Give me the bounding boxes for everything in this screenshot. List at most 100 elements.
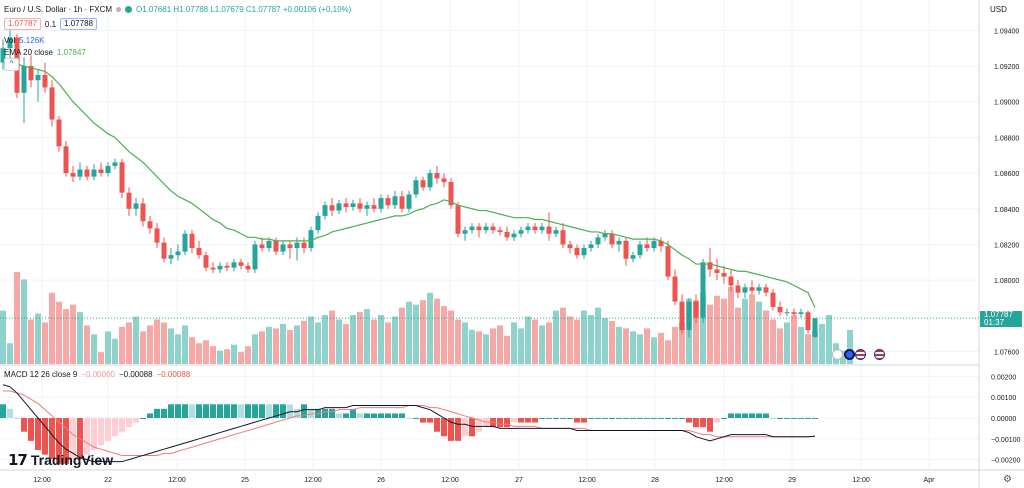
volume-bar <box>532 319 538 364</box>
macd-histogram-bar <box>112 418 118 437</box>
sell-button[interactable]: 1.07787 <box>4 18 41 30</box>
candle-body <box>42 74 48 88</box>
macd-histogram-bar <box>392 413 398 418</box>
macd-histogram-bar <box>679 418 685 419</box>
gear-icon[interactable]: ⚙ <box>1003 474 1012 485</box>
market-open-icon <box>125 6 133 13</box>
volume-bar <box>392 316 398 364</box>
macd-histogram-bar <box>707 418 713 432</box>
spread-value: 0.1 <box>44 19 57 29</box>
macd-histogram-bar <box>630 418 636 419</box>
ema-value: 1.07847 <box>56 48 86 57</box>
collapse-legend-button[interactable]: ^ <box>4 58 19 71</box>
candle-body <box>462 230 468 234</box>
macd-histogram-bar <box>784 418 790 419</box>
macd-histogram-bar <box>294 408 300 418</box>
candle-body <box>602 233 608 238</box>
volume-bar <box>329 310 335 364</box>
symbol-title[interactable]: Euro / U.S. Dollar · 1h · FXCM <box>4 5 113 14</box>
volume-bar <box>203 340 209 364</box>
time-tick-label: 25 <box>241 477 249 484</box>
macd-histogram-bar <box>728 413 734 418</box>
macd-histogram-bar <box>329 408 335 418</box>
volume-bar <box>21 279 27 364</box>
macd-histogram-bar <box>742 413 748 418</box>
macd-histogram-bar <box>357 413 363 418</box>
volume-bar <box>469 329 475 364</box>
macd-histogram-bar <box>588 418 594 419</box>
macd-tick-label: −0.00200 <box>991 458 1020 465</box>
volume-bar <box>63 309 69 364</box>
lightning-event-icon[interactable] <box>832 349 843 360</box>
volume-bar <box>777 328 783 364</box>
volume-bar <box>574 319 580 364</box>
currency-label[interactable]: USD <box>990 5 1007 14</box>
macd-histogram-bar <box>602 418 608 419</box>
macd-histogram-value: −0.00000 <box>81 370 115 379</box>
candle-body <box>728 276 734 286</box>
candle-body <box>560 230 566 245</box>
macd-histogram-bar <box>686 418 692 423</box>
volume-bar <box>301 320 307 364</box>
market-status-dot-icon <box>116 7 122 12</box>
macd-label[interactable]: MACD 12 26 close 9 <box>4 370 78 379</box>
macd-histogram-bar <box>609 418 615 419</box>
macd-histogram-bar <box>119 418 125 432</box>
volume-bar <box>84 325 90 364</box>
volume-bar <box>847 329 853 364</box>
macd-histogram-bar <box>644 418 650 419</box>
macd-histogram-bar <box>427 418 433 423</box>
macd-histogram-bar <box>217 404 223 418</box>
us-flag-event-icon[interactable] <box>874 349 885 360</box>
candle-body <box>105 165 111 174</box>
volume-bar <box>217 350 223 364</box>
candle-body <box>448 182 454 206</box>
macd-histogram-bar <box>798 418 804 419</box>
eu-event-icon[interactable] <box>844 349 855 360</box>
candle-body <box>385 198 391 206</box>
macd-histogram-bar <box>749 413 755 418</box>
tradingview-logo[interactable]: 17 TradingView <box>8 451 113 469</box>
volume-bar <box>791 315 797 364</box>
candle-body <box>644 244 650 249</box>
us-event-icon[interactable] <box>855 349 866 360</box>
volume-bar <box>581 310 587 364</box>
volume-bar <box>455 319 461 364</box>
volume-bar <box>756 301 762 364</box>
volume-bar <box>315 322 321 364</box>
volume-bar <box>735 307 741 364</box>
candle-body <box>434 173 440 179</box>
volume-label[interactable]: Vol <box>4 36 16 45</box>
macd-line-value: −0.00088 <box>118 370 153 379</box>
candle-body <box>21 66 27 93</box>
macd-histogram-bar <box>224 404 230 418</box>
volume-bar <box>588 315 594 364</box>
volume-bar <box>294 325 300 364</box>
candle-body <box>427 173 433 188</box>
ema-label[interactable]: EMA 20 close <box>4 48 53 57</box>
time-tick-label: 12:00 <box>441 477 459 484</box>
candle-body <box>483 226 489 231</box>
candle-body <box>672 276 678 302</box>
macd-histogram-bar <box>252 404 258 418</box>
macd-histogram-bar <box>812 418 818 419</box>
time-tick-label: 12:00 <box>578 477 596 484</box>
candle-body <box>154 228 160 243</box>
macd-histogram-bar <box>0 404 6 418</box>
buy-button[interactable]: 1.07788 <box>60 18 97 30</box>
volume-bar <box>497 325 503 364</box>
candle-body <box>413 180 419 195</box>
macd-histogram-bar <box>350 408 356 418</box>
macd-histogram-bar <box>210 404 216 418</box>
volume-bar <box>336 319 342 364</box>
macd-histogram-bar <box>595 418 601 419</box>
volume-bar <box>371 319 377 364</box>
volume-bar <box>252 334 258 364</box>
volume-bar <box>168 328 174 364</box>
volume-bar <box>462 322 468 364</box>
candle-body <box>273 240 279 252</box>
candle-body <box>315 215 321 231</box>
volume-bar <box>259 331 265 364</box>
